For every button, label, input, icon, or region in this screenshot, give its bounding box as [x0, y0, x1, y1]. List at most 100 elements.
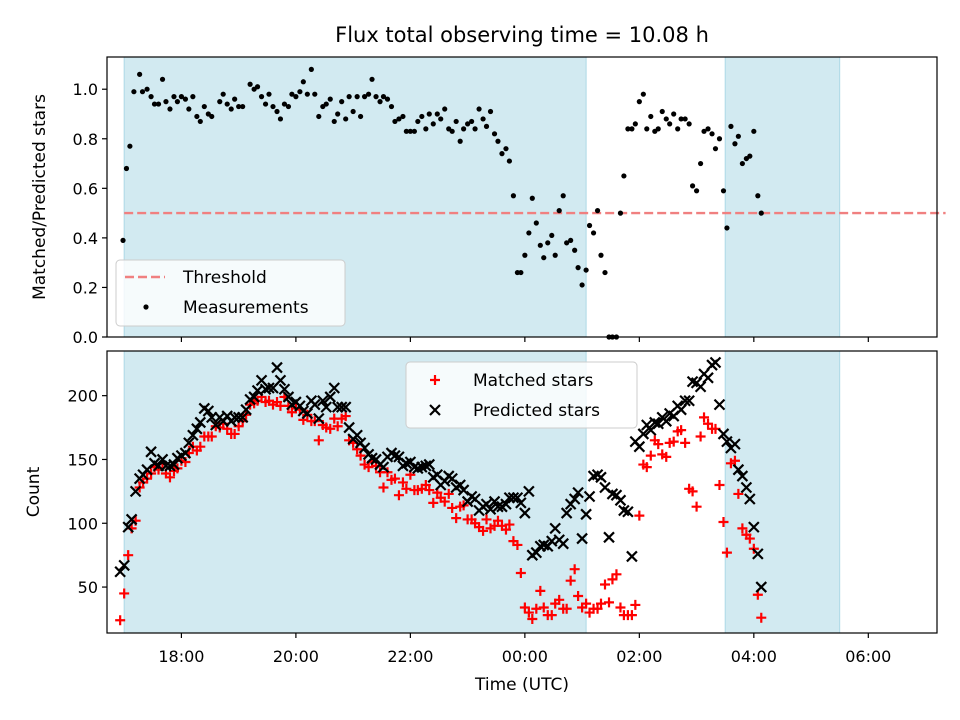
measurement-point — [270, 103, 276, 110]
matched-point — [581, 598, 592, 609]
measurement-point — [720, 188, 727, 194]
predicted-point — [614, 494, 627, 507]
matched-point — [676, 425, 687, 436]
measurement-point — [590, 230, 597, 236]
measurement-point — [556, 208, 562, 214]
measurement-point — [438, 116, 444, 122]
measurement-point — [545, 240, 551, 246]
predicted-point — [679, 394, 691, 407]
measurement-point — [224, 101, 230, 107]
predicted-point — [583, 490, 596, 503]
measurement-point — [323, 101, 329, 107]
measurement-point — [331, 118, 337, 125]
measurement-point — [537, 242, 543, 248]
measurement-point — [240, 103, 246, 110]
measurement-point — [724, 225, 730, 231]
measurement-point — [728, 123, 734, 129]
measurement-point — [510, 193, 517, 199]
measurement-point — [686, 121, 692, 127]
measurement-point — [469, 118, 475, 125]
predicted-point — [179, 447, 192, 459]
matched-point — [699, 412, 710, 423]
measurement-point — [483, 123, 490, 129]
measurement-point — [148, 94, 154, 100]
predicted-point — [713, 398, 726, 411]
matched-point — [478, 525, 489, 536]
measurement-point — [426, 111, 432, 117]
measurement-point — [522, 252, 528, 258]
measurement-point — [644, 126, 650, 132]
predicted-point — [492, 500, 504, 513]
measurement-point — [621, 173, 627, 179]
matched-point — [531, 603, 542, 614]
measurement-point — [594, 208, 601, 214]
measurement-point — [289, 91, 295, 97]
predicted-point — [282, 391, 295, 403]
predicted-point — [454, 479, 466, 491]
measurement-point — [705, 126, 711, 132]
measurement-point — [552, 252, 558, 258]
matched-point — [340, 411, 351, 422]
matched-point — [641, 462, 652, 473]
measurement-point — [549, 232, 555, 239]
bottom-panel: 50 100 150 200 Count Matched stars Predicted s… — [24, 350, 938, 638]
predicted-point — [576, 532, 588, 545]
predicted-point — [309, 398, 321, 411]
predicted-point — [752, 548, 764, 560]
legend-measurement-label: Measurements — [183, 298, 309, 318]
matched-point — [332, 421, 343, 432]
measurement-point — [564, 240, 570, 246]
measurement-point — [682, 116, 688, 122]
measurement-point — [220, 91, 226, 97]
matched-point — [504, 519, 515, 530]
predicted-point — [358, 442, 371, 454]
matched-point — [492, 515, 503, 526]
predicted-point — [675, 403, 687, 416]
matched-point — [604, 597, 615, 608]
predicted-point — [209, 419, 222, 431]
y-axis-label: Matched/Predicted stars — [30, 94, 50, 300]
predicted-point — [649, 416, 661, 429]
measurement-point — [407, 128, 413, 134]
matched-point — [523, 607, 534, 618]
predicted-point — [122, 521, 134, 533]
measurement-point — [297, 89, 303, 95]
predicted-point — [652, 417, 665, 430]
measurement-point — [190, 94, 196, 100]
predicted-point — [744, 493, 756, 505]
measurement-point — [583, 267, 589, 273]
y-tick-label: 100 — [67, 514, 98, 533]
measurement-point — [461, 126, 467, 132]
predicted-point — [313, 412, 325, 425]
y-axis-label: Count — [24, 466, 44, 517]
matched-point — [611, 569, 622, 580]
x-tick-label: 20:00 — [273, 647, 319, 666]
measurement-point — [346, 94, 352, 100]
matched-point — [119, 588, 130, 599]
predicted-point — [446, 472, 458, 485]
measurement-point — [277, 116, 284, 122]
predicted-point — [129, 485, 142, 498]
predicted-point — [118, 559, 130, 572]
x-tick-label: 04:00 — [731, 647, 777, 666]
measurement-point — [491, 131, 498, 137]
matched-point — [451, 513, 462, 524]
matched-point — [592, 603, 603, 614]
chart-title: Flux total observing time = 10.08 h — [335, 23, 709, 47]
matched-point — [744, 533, 755, 544]
measurement-point — [400, 113, 406, 120]
measurement-point — [327, 96, 333, 102]
measurement-point — [506, 158, 513, 164]
shaded-interval — [724, 56, 841, 338]
measurement-point — [300, 79, 306, 85]
predicted-point — [236, 411, 249, 424]
matched-point — [195, 441, 206, 452]
measurement-point — [357, 113, 364, 120]
predicted-point — [732, 463, 745, 476]
matched-point — [733, 488, 744, 499]
measurement-point — [247, 81, 253, 87]
measurement-point — [182, 96, 189, 102]
matched-point — [447, 502, 458, 513]
predicted-point — [324, 391, 337, 403]
matched-point — [500, 524, 511, 535]
